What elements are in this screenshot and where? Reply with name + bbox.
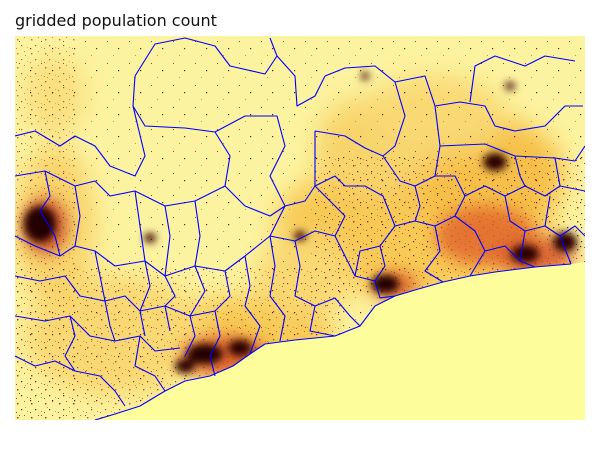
admin-boundaries — [15, 37, 585, 420]
map-title: gridded population count — [15, 11, 217, 30]
population-map — [15, 36, 585, 420]
